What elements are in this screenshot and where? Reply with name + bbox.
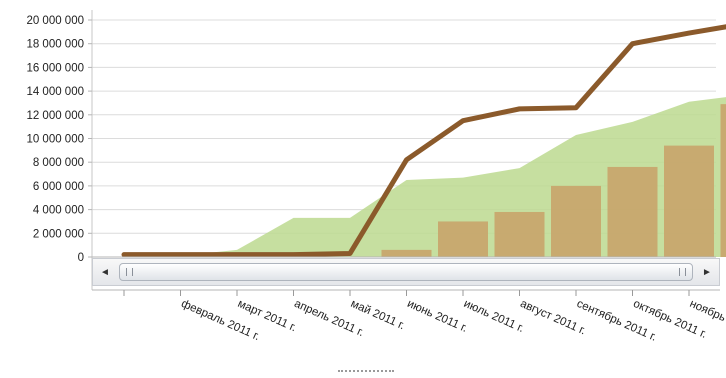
line-point [687, 31, 691, 36]
bar [381, 249, 432, 257]
y-axis: 0 2 000 000 4 000 000 6 000 000 8 000 000 10 … [26, 10, 93, 290]
y-tick-label: 0 [78, 252, 84, 264]
line-point [630, 41, 635, 46]
bar [438, 221, 488, 257]
grip-icon [126, 268, 133, 276]
y-tick-label: 18 000 000 [26, 39, 84, 51]
line-point [178, 252, 183, 257]
line-point [574, 105, 578, 110]
y-tick-label: 2 000 000 [33, 228, 84, 240]
line-point [122, 252, 126, 257]
y-tick-label: 8 000 000 [33, 157, 84, 169]
line-point [404, 157, 409, 162]
horizontal-scrollbar[interactable]: ◄ ► [92, 258, 720, 286]
line-point [235, 252, 239, 257]
bar [607, 166, 658, 257]
x-tick-label: июнь 2011 г. [405, 298, 469, 335]
bar [551, 185, 601, 257]
line-series [121, 24, 726, 258]
y-tick-label: 14 000 000 [26, 86, 84, 98]
line-point [291, 252, 296, 257]
y-tick-label: 12 000 000 [26, 110, 84, 122]
line-point [461, 118, 465, 123]
left-arrow-icon: ◄ [100, 266, 110, 278]
x-tick-label: июль 2011 г. [462, 298, 526, 335]
line-point [348, 251, 352, 256]
right-arrow-icon: ► [702, 266, 712, 278]
bar-series [381, 104, 726, 257]
grip-icon [679, 268, 686, 276]
scroll-left-button[interactable]: ◄ [96, 262, 114, 282]
y-tick-label: 4 000 000 [33, 205, 84, 217]
y-tick-label: 16 000 000 [26, 62, 84, 74]
y-tick-label: 20 000 000 [26, 15, 84, 27]
line-path [121, 24, 726, 258]
bar [720, 104, 726, 257]
y-tick-label: 10 000 000 [26, 134, 84, 146]
y-tick-label: 6 000 000 [33, 181, 84, 193]
scroll-right-button[interactable]: ► [698, 262, 716, 282]
resize-handle[interactable] [338, 370, 394, 372]
line-point [517, 106, 522, 111]
bar [494, 211, 545, 257]
bar [664, 145, 714, 257]
scrollbar-thumb[interactable] [119, 263, 693, 281]
